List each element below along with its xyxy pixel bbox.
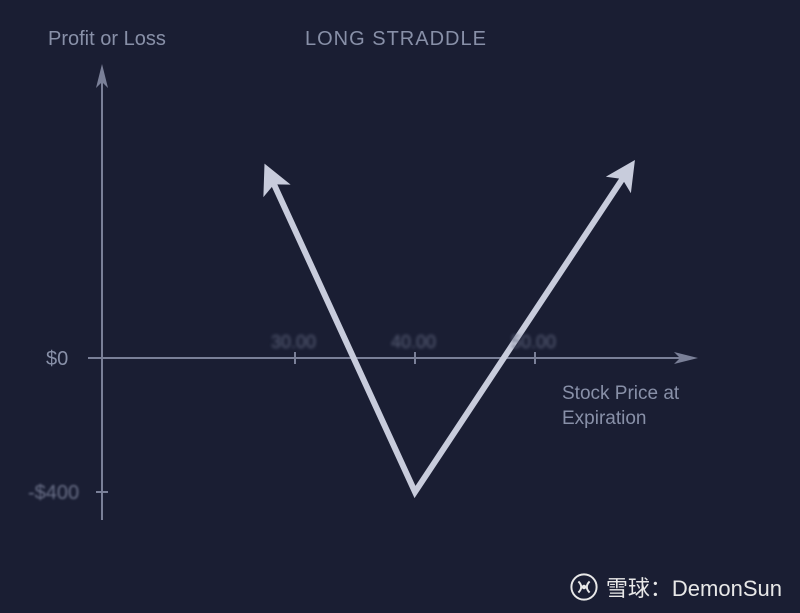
y-tick-label-zero: $0 bbox=[46, 348, 68, 371]
x-tick-label: 50.00 bbox=[511, 332, 556, 353]
chart-title: LONG STRADDLE bbox=[305, 28, 487, 51]
x-axis-label: Stock Price atExpiration bbox=[562, 382, 679, 431]
x-tick-label: 40.00 bbox=[391, 332, 436, 353]
y-axis-label: Profit or Loss bbox=[48, 28, 166, 51]
y-tick-label-neg400: -$400 bbox=[28, 482, 79, 505]
watermark-text: 雪球：DemonSun bbox=[606, 571, 782, 603]
long-straddle-chart: Profit or Loss LONG STRADDLE Stock Price… bbox=[0, 0, 800, 613]
watermark: 雪球：DemonSun bbox=[570, 571, 782, 603]
payoff-line bbox=[272, 175, 625, 492]
chart-svg bbox=[0, 0, 800, 613]
snowball-logo-icon bbox=[570, 573, 598, 601]
x-tick-label: 30.00 bbox=[271, 332, 316, 353]
